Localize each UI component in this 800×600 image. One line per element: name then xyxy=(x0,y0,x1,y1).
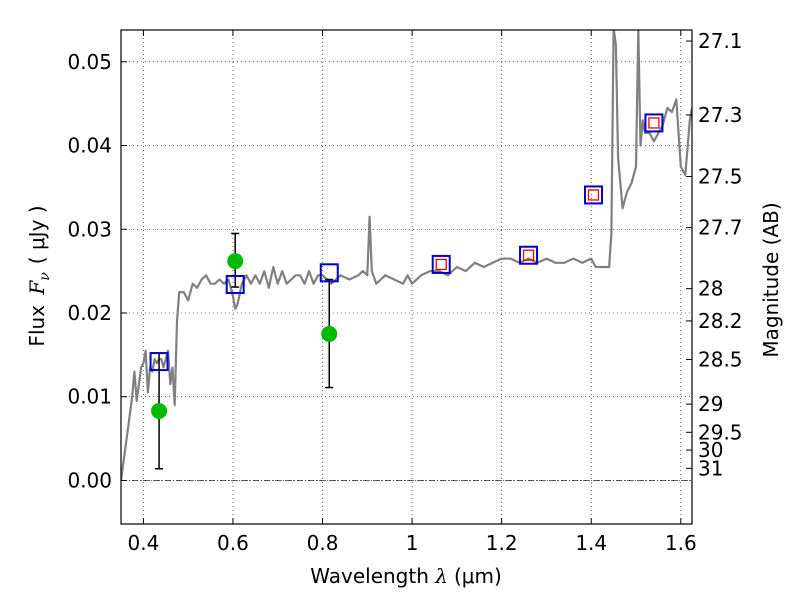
model-marker xyxy=(225,275,245,295)
x-axis-title: Wavelength λ (μm) xyxy=(310,564,502,588)
y2-tick-label: 30 xyxy=(698,438,723,462)
x-tick-label: 0.6 xyxy=(217,531,249,555)
y2-tick-label: 27.7 xyxy=(698,216,743,240)
plot-frame xyxy=(120,29,693,525)
plot-area xyxy=(121,30,692,481)
y2-tick-label: 27.5 xyxy=(698,164,743,188)
grid-lines xyxy=(121,30,692,524)
y-tick-label: 0.03 xyxy=(67,217,112,241)
y2-tick-label: 28.2 xyxy=(698,309,743,333)
x-tick-label: 1.6 xyxy=(665,531,697,555)
model-marker xyxy=(519,245,539,265)
y-axis-title-text: Flux xyxy=(25,299,49,347)
y-axis-title-subscript: ν xyxy=(37,272,53,281)
y-axis-title-unit: ( μJy ) xyxy=(25,205,49,264)
model-marker-inner xyxy=(587,189,600,201)
x-tick-label: 0.8 xyxy=(307,531,339,555)
model-marker-inner xyxy=(522,249,535,261)
y-tick-label: 0.05 xyxy=(67,50,112,74)
x-tick-label: 1.2 xyxy=(486,531,518,555)
y-axis-title-symbol: F xyxy=(25,280,49,296)
x-tick-label: 0.4 xyxy=(127,531,159,555)
model-marker xyxy=(644,113,664,133)
y2-tick-label: 29 xyxy=(698,392,723,416)
photometry-point xyxy=(227,253,244,270)
x-tick-label: 1 xyxy=(406,531,419,555)
y-tick-label: 0.00 xyxy=(67,468,112,492)
model-marker xyxy=(431,254,451,274)
y2-tick-label: 29.5 xyxy=(698,420,743,444)
y2-tick-label: 27.1 xyxy=(698,29,743,53)
model-marker-inner xyxy=(435,258,447,271)
spectrum-line xyxy=(121,30,692,481)
y-tick-label: 0.04 xyxy=(67,134,112,158)
y2-tick-label: 27.3 xyxy=(698,103,743,127)
x-tick-label: 1.4 xyxy=(575,531,607,555)
x-axis-title-unit: (μm) xyxy=(454,564,502,588)
y-axis-title: Flux Fν ( μJy ) xyxy=(25,205,53,346)
y2-axis-title: Magnitude (AB) xyxy=(759,202,783,357)
x-axis-title-text: Wavelength xyxy=(310,564,435,588)
y2-tick-label: 28 xyxy=(698,277,723,301)
model-marker xyxy=(149,352,169,372)
y2-tick-label: 31 xyxy=(698,456,723,480)
model-marker xyxy=(319,263,339,283)
model-marker xyxy=(583,185,603,205)
photometry-point xyxy=(321,325,338,342)
model-marker-inner xyxy=(648,117,660,129)
y-tick-label: 0.01 xyxy=(67,385,112,409)
tick-labels: 0.4 0.6 0.8 1 1.2 1.4 1.6 0.00 0.01 0.02 0.03 0.04 0… xyxy=(67,29,742,555)
y-tick-label: 0.02 xyxy=(67,301,112,325)
axis-ticks xyxy=(121,30,692,524)
y2-tick-label: 28.5 xyxy=(698,347,743,371)
x-axis-title-symbol: λ xyxy=(434,564,448,588)
photometry-point xyxy=(151,402,168,419)
